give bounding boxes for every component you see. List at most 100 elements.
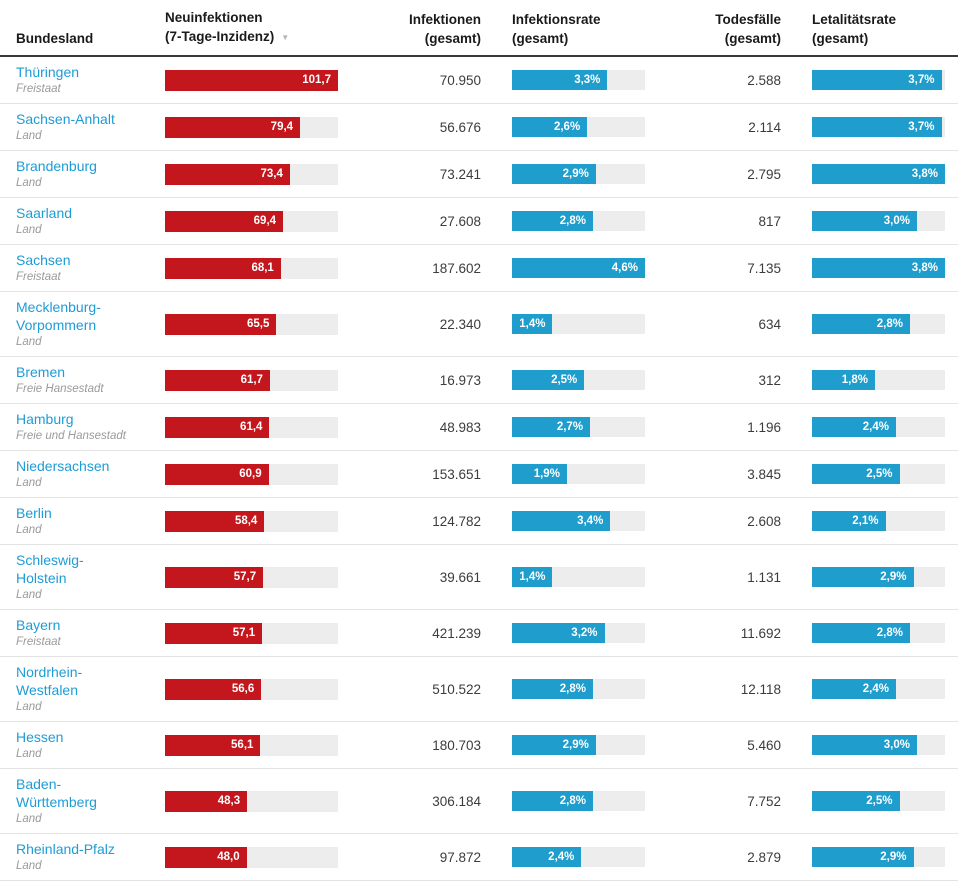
state-type: Land <box>16 336 42 348</box>
incidence-bar-track: 56,1 <box>165 734 338 756</box>
column-header-label-line1: Infektionen <box>408 12 481 27</box>
incidence-bar-track: 79,4 <box>165 116 338 138</box>
deaths-total: 2.795 <box>747 166 781 182</box>
fatality-rate-bar-fill: 2,9% <box>812 847 914 867</box>
fatality-rate-bar-track: 3,8% <box>812 164 945 184</box>
fatality-rate-bar-label: 3,0% <box>883 215 910 227</box>
state-cell: Nordrhein- Westfalen Land <box>16 663 165 715</box>
state-name[interactable]: Saarland <box>16 205 73 221</box>
infection-rate-bar-label: 3,2% <box>571 627 598 639</box>
fatality-rate-cell: 2,9% <box>781 567 945 587</box>
incidence-bar-fill: 58,4 <box>165 510 265 532</box>
column-header-todesfaelle[interactable]: Todesfälle (gesamt) <box>645 10 781 48</box>
column-header-neuinfektionen[interactable]: Neuinfektionen (7-Tage-Inzidenz) ▼ <box>165 8 338 48</box>
incidence-cell: 61,4 <box>165 416 338 438</box>
table-row: Sachsen Freistaat 68,1 187.602 4,6% 7.13… <box>0 245 958 292</box>
fatality-rate-bar-track: 2,4% <box>812 679 945 699</box>
table-body: Thüringen Freistaat 101,7 70.950 3,3% 2.… <box>0 57 958 881</box>
state-name[interactable]: Sachsen <box>16 252 71 268</box>
incidence-bar-label: 101,7 <box>302 74 331 86</box>
fatality-rate-bar-track: 2,8% <box>812 623 945 643</box>
state-cell: Thüringen Freistaat <box>16 63 165 97</box>
state-name[interactable]: Schleswig- Holstein <box>16 552 84 586</box>
fatality-rate-bar-label: 2,8% <box>876 318 903 330</box>
deaths-total: 3.845 <box>747 466 781 482</box>
state-cell: Bayern Freistaat <box>16 616 165 650</box>
incidence-bar-label: 60,9 <box>239 468 262 480</box>
infection-rate-cell: 2,8% <box>481 211 645 231</box>
infection-rate-bar-label: 1,4% <box>519 318 546 330</box>
incidence-bar-track: 60,9 <box>165 463 338 485</box>
column-header-infektionen[interactable]: Infektionen (gesamt) <box>338 10 481 48</box>
deaths-total: 7.135 <box>747 260 781 276</box>
fatality-rate-bar-label: 2,9% <box>880 851 907 863</box>
state-name[interactable]: Nordrhein- Westfalen <box>16 664 83 698</box>
fatality-rate-bar-track: 3,0% <box>812 735 945 755</box>
state-type: Freistaat <box>16 83 61 95</box>
infection-rate-bar-track: 2,6% <box>512 117 645 137</box>
state-type: Land <box>16 224 42 236</box>
fatality-rate-cell: 1,8% <box>781 370 945 390</box>
fatality-rate-bar-track: 2,8% <box>812 314 945 334</box>
infection-rate-bar-label: 2,8% <box>559 683 586 695</box>
incidence-bar-fill: 56,6 <box>165 678 262 700</box>
state-name[interactable]: Rheinland-Pfalz <box>16 841 115 857</box>
column-header-label-line2: (gesamt) <box>512 31 569 46</box>
infections-total: 124.782 <box>432 513 481 529</box>
column-header-infektionsrate[interactable]: Infektionsrate (gesamt) <box>481 10 645 48</box>
infection-rate-bar-fill: 2,4% <box>512 847 582 867</box>
incidence-bar-track: 48,3 <box>165 790 338 812</box>
state-name[interactable]: Niedersachsen <box>16 458 110 474</box>
state-cell: Brandenburg Land <box>16 157 165 191</box>
infection-rate-bar-track: 1,4% <box>512 567 645 587</box>
state-name[interactable]: Brandenburg <box>16 158 97 174</box>
incidence-bar-fill: 48,0 <box>165 846 247 868</box>
state-type: Land <box>16 177 42 189</box>
deaths-total: 312 <box>758 372 781 388</box>
state-name[interactable]: Hessen <box>16 729 64 745</box>
fatality-rate-bar-label: 2,4% <box>862 421 889 433</box>
fatality-rate-bar-fill: 2,8% <box>812 314 910 334</box>
fatality-rate-bar-track: 2,5% <box>812 791 945 811</box>
column-header-bundesland[interactable]: Bundesland <box>16 29 165 48</box>
state-type: Freistaat <box>16 636 61 648</box>
infection-rate-cell: 3,4% <box>481 511 645 531</box>
infection-rate-cell: 2,9% <box>481 164 645 184</box>
incidence-bar-track: 58,4 <box>165 510 338 532</box>
incidence-bar-fill: 57,7 <box>165 566 264 588</box>
fatality-rate-bar-label: 3,8% <box>911 262 938 274</box>
state-type: Land <box>16 130 42 142</box>
fatality-rate-cell: 3,7% <box>781 117 945 137</box>
state-name[interactable]: Berlin <box>16 505 52 521</box>
state-type: Land <box>16 813 42 825</box>
incidence-bar-label: 56,1 <box>231 739 254 751</box>
deaths-total: 11.692 <box>740 625 781 641</box>
incidence-cell: 58,4 <box>165 510 338 532</box>
state-name[interactable]: Sachsen-Anhalt <box>16 111 115 127</box>
fatality-rate-bar-fill: 1,8% <box>812 370 875 390</box>
infection-rate-bar-label: 2,7% <box>556 421 584 433</box>
table-row: Schleswig- Holstein Land 57,7 39.661 1,4… <box>0 545 958 610</box>
column-header-label: Bundesland <box>16 31 94 46</box>
column-header-letalitaetsrate[interactable]: Letalitätsrate (gesamt) <box>781 10 945 48</box>
fatality-rate-bar-fill: 3,8% <box>812 164 945 184</box>
state-name[interactable]: Baden- Württemberg <box>16 776 97 810</box>
state-type: Freistaat <box>16 271 61 283</box>
fatality-rate-bar-fill: 2,5% <box>812 791 900 811</box>
infection-rate-bar-label: 2,8% <box>559 795 586 807</box>
state-cell: Saarland Land <box>16 204 165 238</box>
sort-desc-icon[interactable]: ▼ <box>281 33 290 42</box>
incidence-cell: 57,7 <box>165 566 338 588</box>
state-type: Land <box>16 589 42 601</box>
state-name[interactable]: Bremen <box>16 364 66 380</box>
state-name[interactable]: Bayern <box>16 617 61 633</box>
fatality-rate-bar-fill: 3,7% <box>812 117 942 137</box>
infection-rate-bar-track: 2,9% <box>512 164 645 184</box>
fatality-rate-bar-label: 3,7% <box>908 121 935 133</box>
state-name[interactable]: Mecklenburg- Vorpommern <box>16 299 101 333</box>
column-header-label-line1: Letalitätsrate <box>812 12 897 27</box>
state-name[interactable]: Thüringen <box>16 64 80 80</box>
fatality-rate-cell: 2,5% <box>781 791 945 811</box>
state-name[interactable]: Hamburg <box>16 411 74 427</box>
column-header-label-line1: Infektionsrate <box>512 12 601 27</box>
